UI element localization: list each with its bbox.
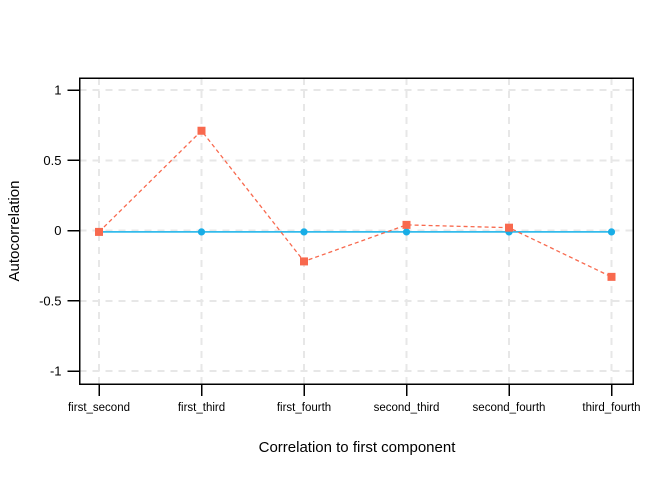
y-tick-label: 1 (54, 83, 61, 98)
y-tick-label: 0.5 (43, 153, 61, 168)
x-tick-label: second_fourth (473, 402, 546, 414)
x-tick-label: first_second (68, 402, 130, 414)
marker-cyan-solid-circles (197, 228, 206, 236)
marker-cyan-solid-circles (607, 228, 616, 236)
x-tick-label: third_fourth (582, 402, 640, 414)
y-axis-title: Autocorrelation (6, 181, 23, 282)
marker-red-dashed-squares (402, 220, 411, 229)
x-axis-title: Correlation to first component (259, 439, 457, 456)
y-tick-label: -0.5 (39, 293, 61, 308)
x-tick-label: first_third (178, 402, 225, 414)
series-line-red-dashed-squares (98, 129, 612, 278)
marker-red-dashed-squares (95, 227, 103, 236)
marker-cyan-solid-circles (402, 228, 411, 236)
marker-cyan-solid-circles (300, 228, 308, 236)
data-series (95, 126, 616, 281)
y-tick-label: 0 (54, 223, 61, 238)
marker-red-dashed-squares (197, 126, 206, 135)
axes: 1 0.5 0 -0.5 -1 first_second first_third first_… (39, 83, 641, 415)
x-tick-label: first_fourth (277, 402, 331, 414)
marker-red-dashed-squares (607, 272, 616, 281)
y-tick-label: -1 (50, 364, 62, 379)
x-tick-label: second_third (374, 402, 440, 414)
gridlines (79, 78, 633, 384)
marker-red-dashed-squares (300, 257, 308, 266)
marker-red-dashed-squares (505, 223, 513, 232)
